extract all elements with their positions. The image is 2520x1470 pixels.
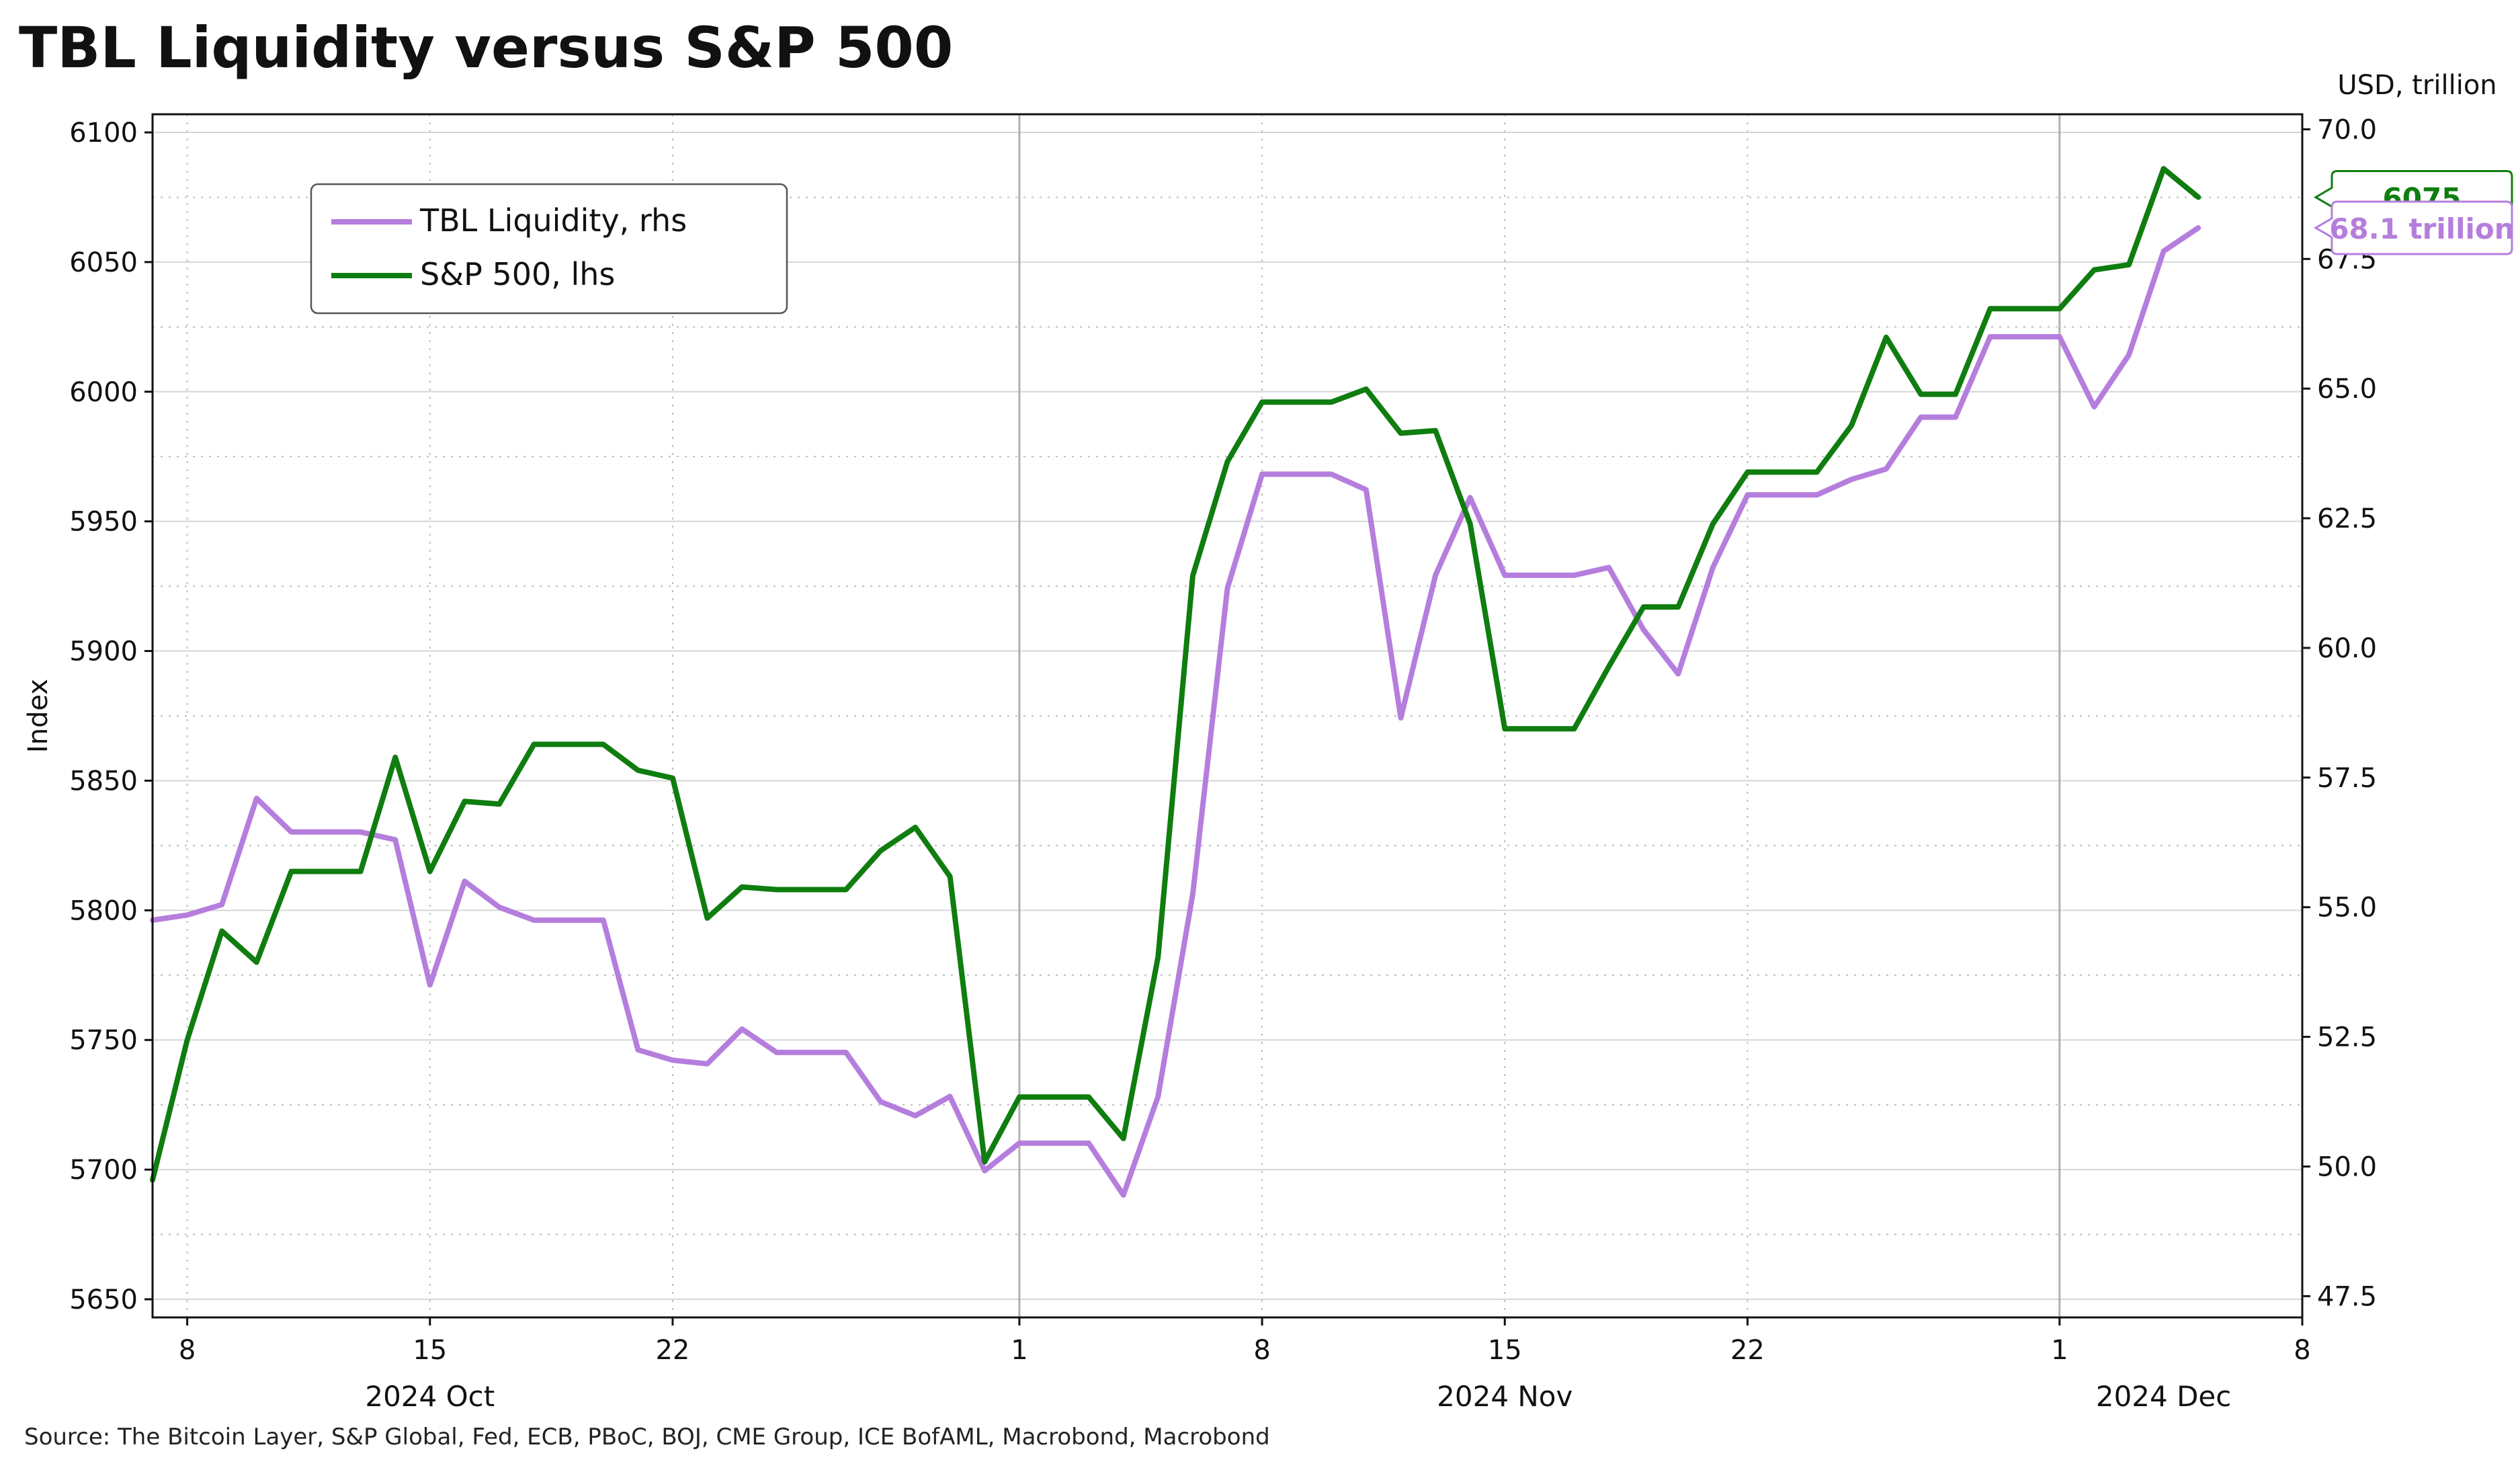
left-tick-label: 5800	[69, 895, 138, 926]
liquidity-end-callout-box	[2314, 200, 2513, 255]
sp500-line	[150, 166, 2201, 1183]
right-tick-label: 60.0	[2317, 633, 2377, 664]
left-tick-label: 5700	[69, 1155, 138, 1186]
liquidity-end-callout: 68.1 trillion	[2314, 200, 2515, 255]
chart-title: TBL Liquidity versus S&P 500	[19, 15, 954, 81]
right-tick-label: 70.0	[2317, 114, 2377, 145]
x-month-label: 2024 Nov	[1437, 1380, 1572, 1413]
legend-label-sp500: S&P 500, lhs	[420, 256, 615, 292]
series-lines	[150, 166, 2201, 1198]
right-tick-label: 65.0	[2317, 374, 2377, 405]
left-tick-label: 6100	[69, 118, 138, 149]
right-tick-label: 52.5	[2317, 1022, 2377, 1053]
x-tick-label: 22	[655, 1335, 689, 1366]
legend-box	[310, 183, 788, 315]
x-month-label: 2024 Oct	[365, 1380, 495, 1413]
x-tick-label: 1	[2051, 1335, 2068, 1366]
x-tick-label: 8	[179, 1335, 196, 1366]
x-tick-label: 1	[1011, 1335, 1027, 1366]
left-tick-label: 5650	[69, 1284, 138, 1315]
x-tick-label: 15	[413, 1335, 447, 1366]
right-tick-label: 47.5	[2317, 1281, 2377, 1312]
tbl-liquidity-line	[150, 225, 2201, 1198]
right-tick-label: 50.0	[2317, 1151, 2377, 1182]
x-month-label: 2024 Dec	[2096, 1380, 2232, 1413]
x-tick-label: 15	[1488, 1335, 1522, 1366]
right-tick-label: 57.5	[2317, 763, 2377, 794]
left-tick-label: 6000	[69, 377, 138, 408]
x-tick-label: 8	[2294, 1335, 2310, 1366]
plot-frame	[151, 113, 2304, 1319]
source-note: Source: The Bitcoin Layer, S&P Global, F…	[24, 1424, 1270, 1451]
left-tick-label: 5950	[69, 507, 138, 538]
x-tick-label: 8	[1253, 1335, 1270, 1366]
axes: 5650 5700 5750 5800 5850 5900 5950 6000 6050 6100…	[69, 114, 2377, 1413]
left-tick-label: 5850	[69, 766, 138, 797]
liquidity-end-callout-text: 68.1 trillion	[2329, 212, 2514, 245]
y-axis-label: Index	[23, 679, 54, 753]
left-tick-label: 5900	[69, 637, 138, 667]
right-tick-label: 62.5	[2317, 503, 2377, 534]
left-tick-label: 5750	[69, 1025, 138, 1056]
legend-label-liquidity: TBL Liquidity, rhs	[419, 202, 687, 239]
legend: TBL Liquidity, rhs S&P 500, lhs	[310, 183, 788, 315]
x-tick-label: 22	[1730, 1335, 1765, 1366]
right-axis-unit-label: USD, trillion	[2337, 70, 2496, 101]
left-tick-label: 6050	[69, 247, 138, 278]
right-tick-label: 55.0	[2317, 893, 2377, 924]
